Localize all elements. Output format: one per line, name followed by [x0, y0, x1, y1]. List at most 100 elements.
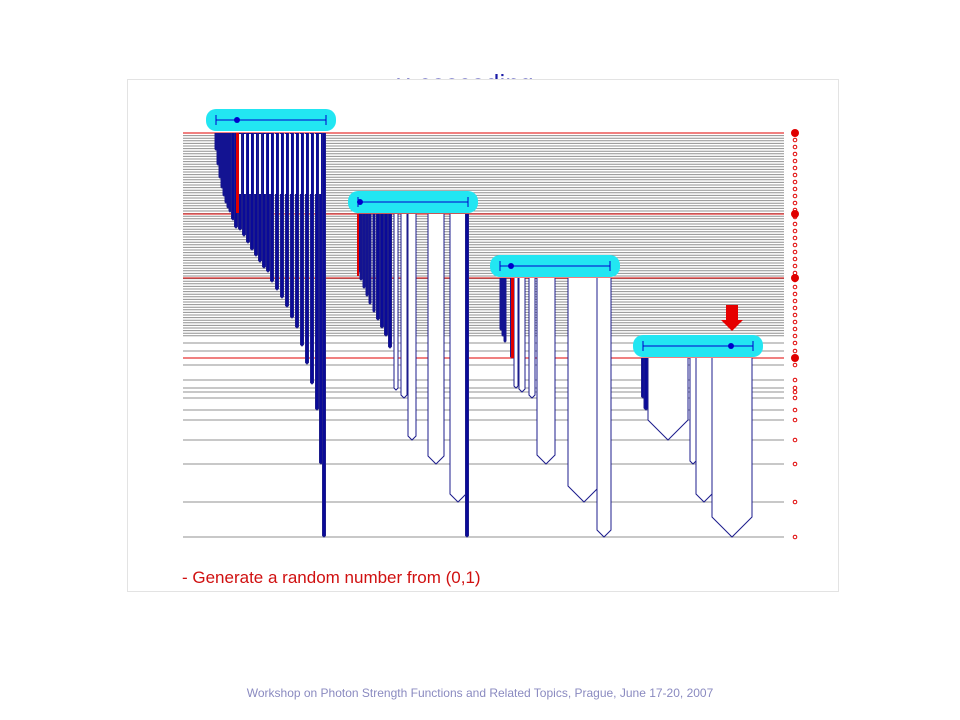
- transition-bar: [400, 214, 408, 399]
- level-marker: [792, 417, 798, 423]
- level-marker: [792, 151, 798, 157]
- transition-bar: [359, 214, 363, 281]
- level-marker: [792, 340, 798, 346]
- level-marker: [792, 186, 798, 192]
- level-marker: [792, 389, 798, 395]
- transition-bar: [228, 133, 232, 213]
- caption: - Generate a random number from (0,1): [182, 568, 481, 587]
- level-marker: [792, 326, 798, 332]
- transition-bar: [695, 358, 713, 503]
- transition-bar: [246, 133, 250, 244]
- level-marker: [792, 377, 798, 383]
- level-marker: [792, 333, 798, 339]
- transition-bar: [310, 133, 314, 385]
- transition-bar: [365, 214, 369, 297]
- level-marker: [792, 312, 798, 318]
- level-marker: [792, 235, 798, 241]
- level-marker: [792, 407, 798, 413]
- transition-bar: [407, 214, 417, 441]
- level-marker-current: [791, 210, 799, 218]
- transition-bar: [711, 358, 753, 538]
- down-arrow-icon: [721, 305, 743, 331]
- level-marker: [792, 534, 798, 540]
- chosen-transition: [511, 278, 514, 358]
- level-marker: [792, 499, 798, 505]
- transition-bar: [465, 214, 469, 538]
- transition-bar: [280, 133, 284, 299]
- transition-gap: [284, 134, 286, 194]
- transition-bar: [380, 214, 384, 329]
- transition-gap: [304, 134, 306, 194]
- random-boxes: [206, 109, 763, 357]
- level-marker-current: [791, 129, 799, 137]
- down-arrow-shape: [721, 305, 743, 331]
- random-number-interval-icon: [348, 191, 478, 213]
- transition-gap: [249, 134, 251, 194]
- level-marker: [792, 172, 798, 178]
- level-marker: [792, 362, 798, 368]
- transition-bar: [567, 278, 601, 503]
- level-marker: [792, 385, 798, 391]
- transition-bar: [689, 358, 697, 465]
- transition-bar: [427, 214, 445, 465]
- transition-bar: [503, 278, 507, 343]
- chosen-transition: [357, 214, 359, 276]
- level-marker: [792, 249, 798, 255]
- level-marker: [792, 291, 798, 297]
- transition-gap: [254, 134, 256, 194]
- transition-bar: [322, 133, 326, 538]
- transition-bar: [384, 214, 388, 337]
- level-marker: [792, 298, 798, 304]
- transition-gap: [244, 134, 246, 194]
- transition-gap: [259, 134, 261, 194]
- level-marker: [792, 305, 798, 311]
- random-number-interval-icon: [490, 255, 620, 277]
- transition-gap: [314, 134, 316, 194]
- transition-bar: [376, 214, 380, 321]
- level-marker: [792, 348, 798, 354]
- transition-bar: [305, 133, 309, 365]
- transition-bar: [362, 214, 366, 289]
- transition-gap: [274, 134, 276, 194]
- level-marker: [792, 193, 798, 199]
- level-marker: [792, 165, 798, 171]
- transition-bar: [275, 133, 279, 291]
- transition-bar: [372, 214, 376, 313]
- level-marker: [792, 256, 798, 262]
- transition-bar: [596, 278, 612, 538]
- level-marker-current: [791, 354, 799, 362]
- random-value-dot: [357, 199, 363, 205]
- transition-bar: [643, 358, 649, 411]
- transition-bar: [647, 358, 689, 441]
- level-marker: [792, 200, 798, 206]
- random-value-dot: [728, 343, 734, 349]
- transition-bar: [295, 133, 299, 329]
- transition-bar: [315, 133, 319, 411]
- transition-gap: [239, 134, 241, 194]
- level-marker: [792, 395, 798, 401]
- transition-gap: [294, 134, 296, 194]
- transition-gap: [279, 134, 281, 194]
- level-marker: [792, 242, 798, 248]
- transition-bar: [518, 278, 526, 393]
- level-marker: [792, 437, 798, 443]
- transition-gap: [269, 134, 271, 194]
- transition-gap: [289, 134, 291, 194]
- transition-bar: [536, 278, 556, 465]
- transitions: [214, 133, 753, 538]
- transition-bar: [300, 133, 304, 347]
- transition-bar: [393, 214, 399, 391]
- transition-gap: [309, 134, 311, 194]
- transition-bar: [250, 133, 254, 251]
- transition-bar: [388, 214, 392, 349]
- level-marker: [792, 179, 798, 185]
- transition-bar: [449, 214, 467, 503]
- level-marker: [792, 221, 798, 227]
- level-marker: [792, 284, 798, 290]
- transition-bar: [513, 278, 519, 389]
- level-marker: [792, 158, 798, 164]
- level-marker-current: [791, 274, 799, 282]
- level-marker: [792, 461, 798, 467]
- transition-bar: [290, 133, 294, 319]
